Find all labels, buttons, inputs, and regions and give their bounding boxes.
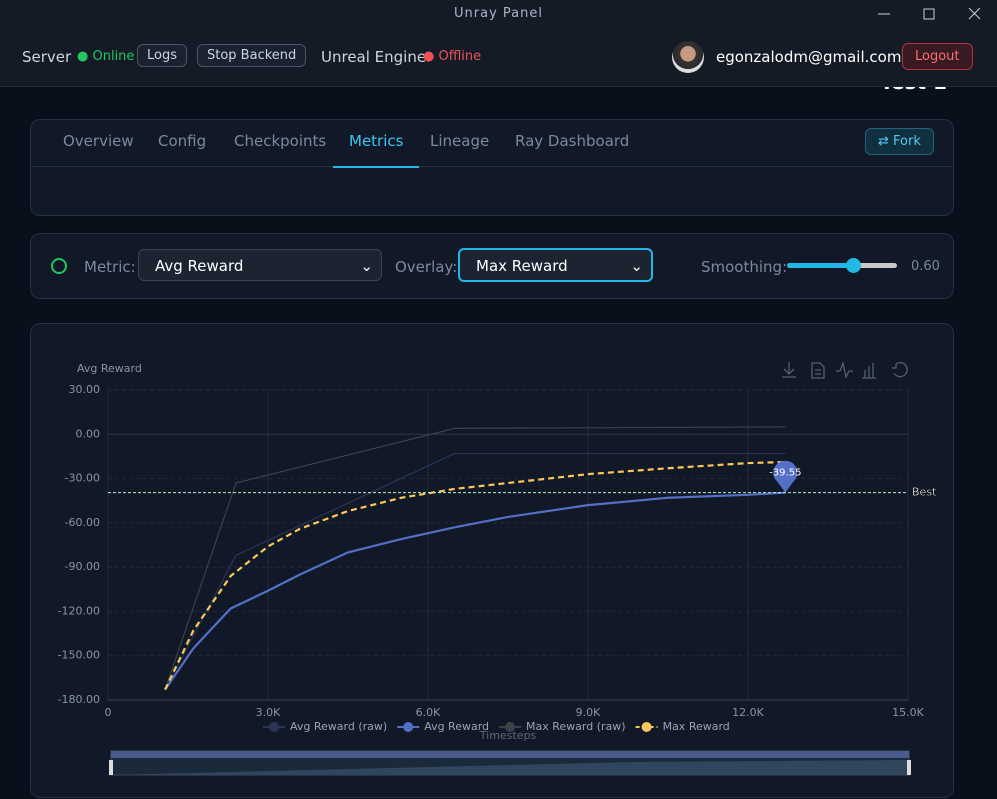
x-tick-label: 3.0K	[256, 706, 281, 719]
series-line	[164, 460, 786, 691]
x-axis-title: Timesteps	[479, 729, 537, 742]
tabs-card: ⇄ Fork Overview Config Checkpoints Metrics L…	[30, 119, 954, 216]
top-bar: Unray Panel Server ● Online Logs Stop Ba…	[0, 0, 997, 87]
status-ring	[51, 258, 67, 274]
logs-button[interactable]: Logs	[137, 44, 187, 67]
chart-card: Avg Reward Timesteps 30.00 0.00 -30.00 -60.…	[30, 323, 954, 798]
slider-fill	[787, 263, 853, 268]
tab[interactable]: Metrics	[333, 132, 420, 168]
x-tick-label: 6.0K	[416, 706, 441, 719]
legend-symbol	[641, 722, 652, 732]
y-tick-label: 0.00	[76, 427, 101, 440]
toolbox[interactable]	[782, 360, 908, 379]
engine-label: Unreal Engine	[321, 48, 427, 66]
tab[interactable]: Ray Dashboard	[515, 132, 630, 150]
legend-item[interactable]: Avg Reward (raw)	[263, 720, 387, 733]
y-tick-label: -120.00	[58, 604, 100, 617]
y-tick-label: -150.00	[58, 649, 100, 662]
legend-symbol	[269, 722, 279, 732]
fork-button[interactable]: ⇄ Fork	[865, 128, 934, 155]
x-tick-label: 15.0K	[892, 706, 924, 719]
mark-point	[773, 460, 798, 493]
y-tick-label: -30.00	[65, 472, 100, 485]
window-controls[interactable]	[870, 4, 990, 24]
status-text: Offline	[438, 49, 482, 64]
legend-symbol	[505, 722, 516, 732]
slider-thumb[interactable]	[846, 258, 861, 273]
datazoom[interactable]	[109, 750, 911, 776]
smoothing-value: 0.60	[911, 259, 940, 274]
chart: Avg Reward Timesteps 30.00 0.00 -30.00 -60.…	[58, 360, 937, 776]
user-email: egonzalodm@gmail.com	[716, 48, 902, 66]
server-label: Server	[22, 48, 72, 66]
y-tick-label: 30.00	[69, 383, 101, 396]
series-line	[164, 491, 786, 691]
overlay-label: Overlay:	[395, 258, 458, 276]
x-tick-label: 0	[105, 706, 112, 719]
y-tick-label: -90.00	[65, 560, 100, 573]
select-value: Avg Reward	[155, 257, 244, 275]
window-title: Unray Panel	[454, 6, 543, 21]
x-tick-label: 12.0K	[732, 706, 764, 719]
controls-card: Metric: Avg Reward ⌄ Overlay: Max Reward ⌄…	[30, 233, 954, 299]
select-value: Max Reward	[476, 257, 568, 275]
legend-label: Max Reward (raw)	[526, 720, 626, 733]
status-text: Online	[92, 49, 135, 64]
divider	[31, 166, 953, 167]
mark-point-label: -39.55	[769, 468, 801, 479]
engine-status: ● Offline	[423, 49, 482, 64]
best-label: Best	[912, 486, 937, 499]
y-axis-title: Avg Reward	[77, 362, 142, 375]
tab[interactable]: Overview	[63, 132, 134, 150]
slider-track[interactable]	[787, 258, 897, 273]
x-tick-label: 9.0K	[576, 706, 601, 719]
legend-label: Avg Reward (raw)	[290, 720, 387, 733]
legend-symbol	[403, 722, 414, 732]
legend-item[interactable]: Max Reward (raw)	[499, 720, 626, 733]
tab[interactable]: Checkpoints	[234, 132, 327, 150]
legend-item[interactable]: Avg Reward	[397, 720, 489, 733]
legend-label: Avg Reward	[424, 720, 489, 733]
tab[interactable]: Config	[158, 132, 207, 150]
tab[interactable]: Lineage	[430, 132, 490, 150]
legend-label: Max Reward	[663, 720, 730, 733]
overlay-select[interactable]: Max Reward ⌄	[458, 248, 653, 282]
stop-backend-button[interactable]: Stop Backend	[197, 44, 307, 67]
metric-label: Metric:	[84, 258, 136, 276]
logout-button[interactable]: Logout	[902, 43, 973, 70]
legend-item[interactable]: Max Reward	[635, 720, 730, 733]
server-status: ● Online	[77, 49, 135, 64]
series-line	[164, 426, 786, 690]
y-tick-label: -180.00	[58, 693, 100, 706]
metric-select[interactable]: Avg Reward ⌄	[138, 249, 382, 281]
series-line	[164, 452, 786, 690]
y-tick-label: -60.00	[65, 516, 100, 529]
smoothing-label: Smoothing:	[701, 258, 788, 276]
fork-text: Fork	[893, 134, 921, 149]
avatar[interactable]	[672, 41, 704, 73]
